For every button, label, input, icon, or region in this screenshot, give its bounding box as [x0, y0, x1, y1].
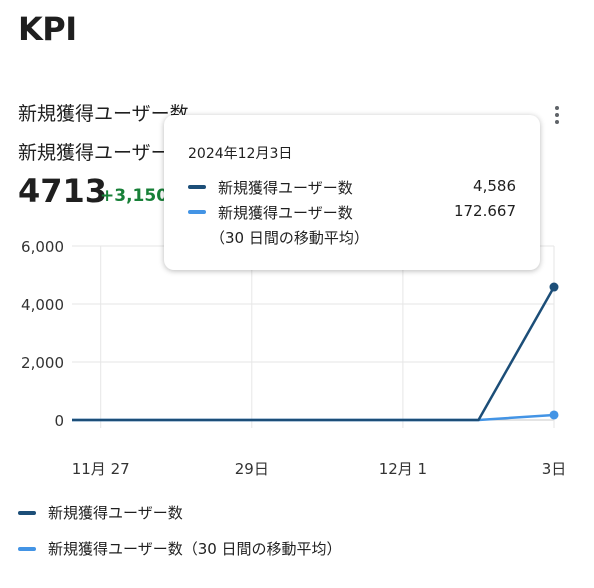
y-tick-label: 2,000 — [21, 354, 64, 372]
x-tick-label: 29日 — [235, 460, 269, 478]
y-tick-label: 6,000 — [21, 238, 64, 256]
tooltip-series-value: 172.667 — [453, 202, 516, 220]
more-options-icon[interactable] — [546, 104, 568, 130]
series-swatch — [188, 185, 206, 189]
series-swatch — [188, 210, 206, 214]
legend-label: 新規獲得ユーザー数 — [48, 504, 183, 522]
tooltip-series-name: 新規獲得ユーザー数 — [218, 204, 353, 222]
metric-value: 4713 — [18, 172, 108, 210]
x-tick-label: 12月 1 — [379, 460, 427, 478]
legend-swatch — [18, 511, 36, 515]
card-title: 新規獲得ユーザー数 — [18, 103, 189, 125]
tooltip-series-value: 4,586 — [473, 177, 516, 195]
metric-delta: +3,150 — [100, 186, 169, 206]
chart-tooltip: 2024年12月3日 新規獲得ユーザー数 4,586 新規獲得ユーザー数 172… — [164, 115, 540, 270]
series-line — [72, 286, 556, 422]
x-tick-label: 3日 — [542, 460, 567, 478]
data-point — [549, 282, 559, 292]
legend-swatch — [18, 547, 36, 551]
tooltip-series-name: 新規獲得ユーザー数 — [218, 179, 353, 197]
tooltip-series-subtitle: （30 日間の移動平均） — [210, 229, 369, 247]
legend-label: 新規獲得ユーザー数（30 日間の移動平均） — [48, 540, 342, 558]
y-tick-label: 4,000 — [21, 296, 64, 314]
tooltip-date: 2024年12月3日 — [188, 146, 293, 162]
x-tick-label: 11月 27 — [72, 460, 130, 478]
data-point — [549, 410, 559, 420]
page-title: KPI — [18, 10, 77, 48]
y-tick-label: 0 — [54, 412, 64, 430]
metric-label: 新規獲得ユーザー — [18, 142, 170, 164]
